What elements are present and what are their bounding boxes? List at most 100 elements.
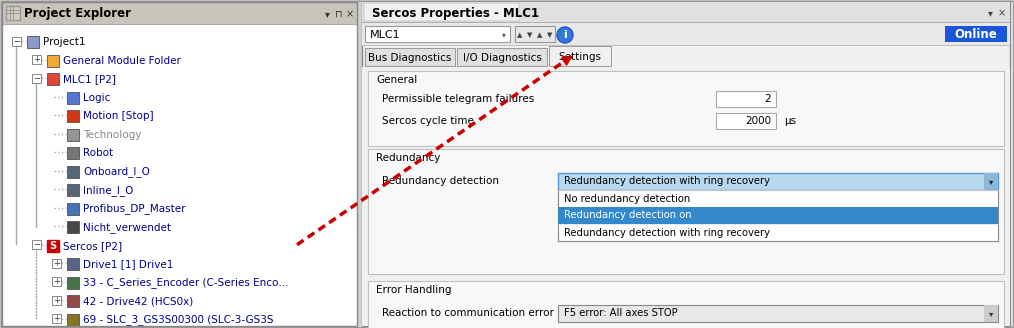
Bar	[32, 74, 41, 83]
Text: Permissible telegram failures: Permissible telegram failures	[382, 94, 534, 104]
Text: Motion [Stop]: Motion [Stop]	[83, 111, 154, 121]
Bar	[984, 305, 998, 322]
Bar	[515, 26, 555, 42]
Text: Onboard_I_O: Onboard_I_O	[83, 166, 150, 177]
Bar	[558, 173, 998, 190]
Bar	[362, 23, 1010, 45]
Text: 69 - SLC_3_GS3S00300 (SLC-3-GS3S: 69 - SLC_3_GS3S00300 (SLC-3-GS3S	[83, 314, 274, 325]
Bar	[67, 295, 79, 307]
Bar	[716, 113, 776, 129]
Text: Error Handling: Error Handling	[376, 285, 451, 295]
Text: +: +	[53, 277, 60, 286]
Text: 33 - C_Series_Encoder (C-Series Enco…: 33 - C_Series_Encoder (C-Series Enco…	[83, 277, 289, 288]
Text: ×: ×	[346, 9, 354, 19]
Text: i: i	[563, 31, 567, 40]
Text: ▾: ▾	[502, 31, 506, 39]
Text: ▼: ▼	[527, 32, 532, 38]
Text: I/O Diagnostics: I/O Diagnostics	[462, 53, 541, 63]
Bar	[6, 6, 20, 20]
Bar	[558, 305, 998, 322]
Text: Redundancy detection with ring recovery: Redundancy detection with ring recovery	[564, 176, 770, 187]
Text: ▾: ▾	[989, 309, 993, 318]
Text: ×: ×	[998, 8, 1006, 18]
Bar	[558, 207, 998, 224]
Bar	[362, 2, 1010, 22]
Bar	[67, 92, 79, 104]
Bar	[47, 239, 59, 252]
Text: Project1: Project1	[43, 37, 85, 47]
Bar	[67, 314, 79, 325]
Bar	[67, 166, 79, 177]
Bar	[357, 2, 362, 326]
Bar	[47, 54, 59, 67]
Text: −: −	[33, 240, 40, 249]
Text: General: General	[376, 75, 417, 85]
Bar	[27, 36, 39, 48]
Bar	[67, 147, 79, 159]
Text: +: +	[53, 314, 60, 323]
Text: Nicht_verwendet: Nicht_verwendet	[83, 222, 171, 233]
Bar	[365, 48, 455, 66]
Bar	[362, 2, 1010, 326]
Text: +: +	[53, 259, 60, 268]
Text: MLC1: MLC1	[370, 30, 401, 40]
FancyBboxPatch shape	[364, 3, 519, 21]
Text: +: +	[33, 55, 40, 64]
Circle shape	[557, 27, 573, 43]
Text: Redundancy detection: Redundancy detection	[382, 176, 499, 186]
Text: ▲: ▲	[517, 32, 522, 38]
Text: ▼: ▼	[548, 32, 553, 38]
Text: +: +	[53, 296, 60, 305]
Bar	[67, 202, 79, 215]
Bar	[368, 71, 1004, 146]
Bar	[2, 2, 357, 326]
Text: μs: μs	[784, 116, 796, 126]
Text: −: −	[33, 74, 40, 83]
Text: Inline_I_O: Inline_I_O	[83, 185, 134, 196]
Bar	[362, 2, 364, 326]
Bar	[32, 55, 41, 64]
Text: ▲: ▲	[537, 32, 542, 38]
Bar	[362, 45, 1010, 46]
Text: Robot: Robot	[83, 148, 114, 158]
Bar	[558, 190, 998, 241]
Bar	[549, 46, 611, 66]
Bar	[362, 22, 1010, 23]
Bar	[67, 221, 79, 233]
Bar	[52, 296, 61, 305]
Bar	[2, 2, 357, 24]
Text: Sercos cycle time: Sercos cycle time	[382, 116, 474, 126]
Bar	[368, 149, 1004, 274]
Bar	[368, 281, 1004, 328]
Text: Settings: Settings	[559, 52, 601, 62]
Text: S: S	[50, 241, 57, 251]
Text: −: −	[13, 37, 20, 46]
Text: 2000: 2000	[745, 116, 771, 126]
Text: No redundancy detection: No redundancy detection	[564, 194, 691, 203]
Bar	[67, 110, 79, 122]
Bar	[52, 259, 61, 268]
Text: Sercos [P2]: Sercos [P2]	[63, 241, 122, 251]
Bar	[362, 67, 1010, 326]
Bar	[945, 26, 1007, 42]
Text: Technology: Technology	[83, 130, 141, 140]
Text: ▾: ▾	[989, 177, 993, 186]
Text: Redundancy: Redundancy	[376, 153, 440, 163]
Text: Bus Diagnostics: Bus Diagnostics	[368, 53, 451, 63]
Text: Project Explorer: Project Explorer	[24, 8, 131, 20]
Bar	[52, 277, 61, 286]
Bar	[52, 314, 61, 323]
Text: Sercos Properties - MLC1: Sercos Properties - MLC1	[372, 7, 539, 19]
Text: MLC1 [P2]: MLC1 [P2]	[63, 74, 116, 84]
Text: Profibus_DP_Master: Profibus_DP_Master	[83, 203, 186, 214]
Text: 42 - Drive42 (HCS0x): 42 - Drive42 (HCS0x)	[83, 296, 194, 306]
Bar	[67, 258, 79, 270]
Bar	[984, 173, 998, 190]
Bar	[716, 91, 776, 107]
Text: ▾: ▾	[324, 9, 330, 19]
Text: General Module Folder: General Module Folder	[63, 56, 180, 66]
Text: Online: Online	[954, 29, 998, 42]
Text: F5 error: All axes STOP: F5 error: All axes STOP	[564, 309, 677, 318]
Text: Logic: Logic	[83, 93, 111, 103]
Bar	[457, 48, 547, 66]
